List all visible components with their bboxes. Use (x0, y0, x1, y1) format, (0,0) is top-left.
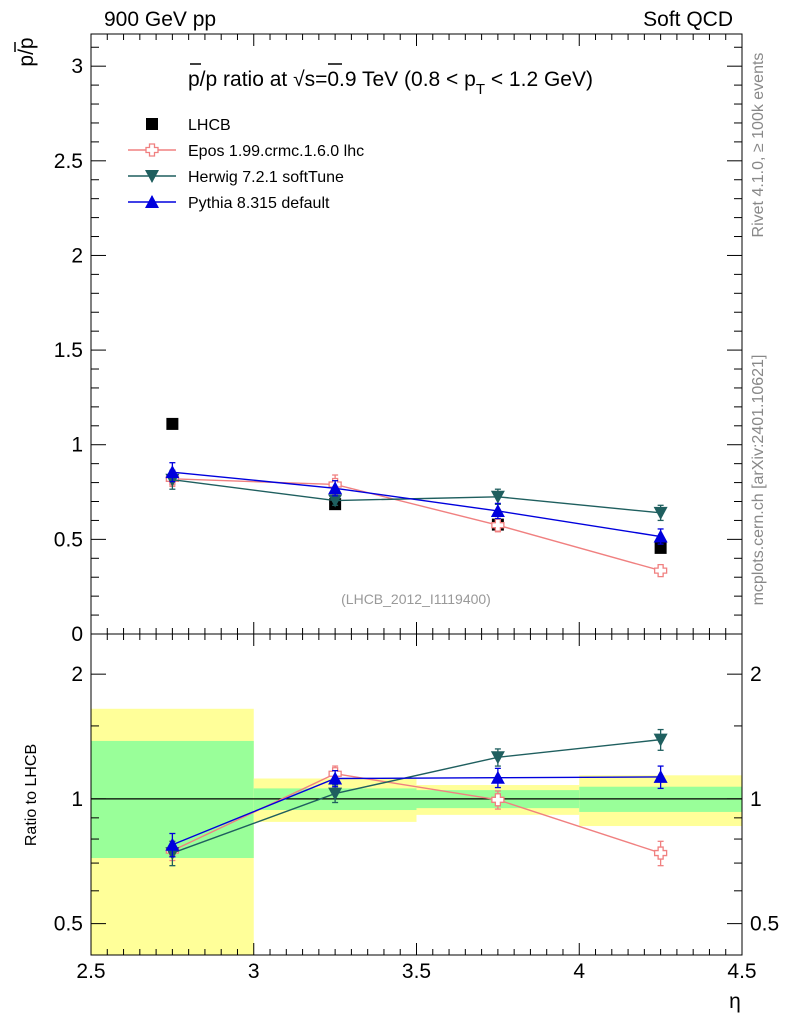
y-axis-label: p/p (15, 37, 38, 66)
header-left: 900 GeV pp (104, 8, 217, 31)
x-tick-label: 3.5 (402, 960, 431, 983)
main-point-pythia (165, 465, 180, 479)
ratio-y-tick-label: 0.5 (54, 913, 83, 936)
main-point-pythia (328, 481, 343, 495)
main-line-pythia (172, 471, 661, 538)
legend-marker (145, 170, 159, 183)
main-point-herwig (653, 506, 668, 520)
x-axis-label: η (729, 990, 741, 1013)
legend-label: Pythia 8.315 default (188, 195, 330, 212)
ratio-point-epos (653, 846, 668, 860)
ratio-y-tick-label: 2 (71, 663, 83, 686)
ratio-y-axis-label: Ratio to LHCB (23, 744, 40, 846)
main-point-pythia (490, 503, 505, 517)
ratio-line-herwig (172, 738, 661, 854)
legend-marker (145, 195, 159, 208)
main-point-lhcb (654, 541, 667, 554)
main-point-herwig (328, 494, 343, 508)
ratio-y-tick-label: 1 (71, 788, 83, 811)
header-right: Soft QCD (643, 8, 733, 31)
ratio-point-pythia (328, 771, 343, 785)
ratio-point-pythia (653, 769, 668, 783)
ratio-line-pythia (172, 776, 661, 846)
ratio-y-tick-label-right: 0.5 (750, 913, 779, 936)
chart-title: p/p ratio at √s=0.9 TeV (0.8 < pT < 1.2 … (188, 68, 593, 98)
y-tick-label: 0.5 (54, 528, 83, 551)
legend-label: Epos 1.99.crmc.1.6.0 lhc (188, 143, 364, 160)
legend-marker (145, 143, 159, 157)
y-tick-label: 0 (71, 623, 83, 646)
ratio-y-tick-label-right: 1 (750, 788, 762, 811)
ratio-point-pythia (165, 837, 180, 851)
ratio-point-epos (491, 793, 505, 807)
main-point-epos (653, 563, 668, 578)
x-tick-label: 4 (573, 960, 585, 983)
ratio-point-herwig (490, 751, 505, 765)
ratio-point-pythia (490, 770, 505, 784)
ratio-point-herwig (653, 733, 668, 747)
analysis-watermark: (LHCB_2012_I1119400) (341, 591, 491, 607)
y-tick-label: 2.5 (54, 150, 83, 173)
y-tick-label: 1.5 (54, 339, 83, 362)
legend-label: LHCB (188, 117, 231, 134)
y-tick-label: 2 (71, 244, 83, 267)
legend-label: Herwig 7.2.1 softTune (188, 169, 344, 186)
x-tick-label: 3 (248, 960, 260, 983)
x-tick-label: 2.5 (76, 960, 105, 983)
x-tick-label: 4.5 (727, 960, 756, 983)
ratio-y-tick-label-right: 2 (750, 663, 762, 686)
main-point-pythia (653, 529, 668, 543)
main-line-epos (172, 478, 661, 572)
main-point-epos (491, 518, 505, 532)
main-point-lhcb (166, 417, 179, 430)
main-point-herwig (490, 490, 505, 504)
ratio-point-herwig (328, 787, 343, 801)
legend-marker (146, 118, 158, 130)
y-tick-label: 1 (71, 434, 83, 457)
main-line-herwig (172, 479, 661, 514)
y-tick-label: 3 (71, 55, 83, 78)
